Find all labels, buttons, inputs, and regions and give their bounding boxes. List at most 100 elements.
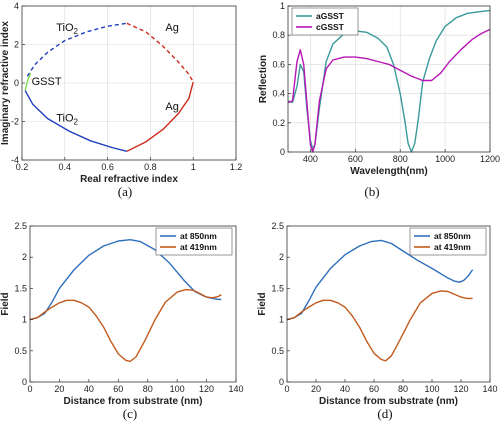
x-tick-label: 0.2 — [16, 162, 29, 172]
x-tick-label: 40 — [84, 384, 94, 394]
annotation-text: Ag — [165, 22, 178, 34]
axes-frame — [287, 5, 491, 153]
x-tick-label: 140 — [228, 384, 243, 394]
annotation-subscript: 2 — [74, 118, 79, 127]
x-tick-label: 1000 — [435, 154, 455, 164]
y-tick-label: 0.4 — [272, 89, 285, 99]
x-tick-label: 120 — [453, 384, 468, 394]
legend-entry: at 419nm — [434, 242, 471, 252]
x-tick-label: 60 — [369, 384, 379, 394]
y-tick-label: 0 — [279, 377, 284, 387]
caption-c: (c) — [123, 406, 137, 421]
series-line-0 — [286, 239, 474, 321]
x-axis-label: Distance from substrate (nm) — [64, 396, 203, 407]
x-tick-label: 100 — [424, 384, 439, 394]
x-tick-label: 80 — [143, 384, 153, 394]
x-tick-label: 80 — [398, 384, 408, 394]
y-axis-label: Field — [257, 292, 268, 315]
y-tick-label: 1.5 — [271, 283, 284, 293]
y-tick-label: 2.5 — [14, 221, 27, 231]
y-tick-label: 2 — [14, 40, 19, 50]
annotation-text: GSST — [32, 76, 62, 88]
legend-entry: at 850nm — [434, 231, 471, 241]
series-line-1 — [29, 288, 222, 363]
x-axis-label: Wavelength(nm) — [350, 166, 427, 177]
series-line-1 — [286, 290, 473, 362]
annotation-label: TiO2 — [56, 22, 78, 36]
x-tick-label: 20 — [54, 384, 64, 394]
x-tick-label: 60 — [113, 384, 123, 394]
x-tick-label: 1 — [191, 162, 196, 172]
y-tick-label: 2 — [22, 252, 27, 262]
y-tick-label: 2 — [279, 252, 284, 262]
series-line-0 — [26, 22, 128, 77]
y-tick-label: 2.5 — [271, 221, 284, 231]
y-tick-label: 4 — [14, 1, 19, 11]
y-tick-label: 0 — [14, 78, 19, 88]
y-tick-label: 0.2 — [272, 118, 285, 128]
y-axis-label: Field — [0, 292, 11, 315]
x-tick-label: 20 — [311, 384, 321, 394]
panel-c: 0 20 40 60 80 100 120 140 0 0.5 1 1.5 2 2.5 Distance f… — [0, 221, 244, 407]
annotation-label: GSST — [32, 76, 62, 88]
legend-entry: cGSST — [316, 22, 345, 32]
annotation-label: Ag — [165, 22, 178, 34]
y-tick-label: 1 — [279, 315, 284, 325]
series-line-1 — [126, 22, 194, 83]
y-tick-label: 0.6 — [272, 59, 285, 69]
x-axis-label: Distance from substrate (nm) — [319, 396, 458, 407]
x-tick-label: 100 — [170, 384, 185, 394]
caption-d: (d) — [377, 406, 392, 421]
annotation-text: Ag — [165, 101, 178, 113]
legend-entry: at 419nm — [180, 242, 217, 252]
y-tick-label: 0.8 — [272, 30, 285, 40]
annotation-label: TiO2 — [56, 113, 78, 127]
annotation-text: TiO — [56, 22, 74, 34]
y-axis-label: Reflection — [258, 55, 269, 103]
series-line-1 — [287, 28, 491, 153]
x-tick-label: 40 — [340, 384, 350, 394]
y-tick-label: 1 — [22, 315, 27, 325]
series-line-3 — [24, 90, 128, 152]
x-tick-label: 0.6 — [101, 162, 114, 172]
y-axis-label: Imaginary refractive index — [0, 21, 11, 145]
annotation-text: TiO — [56, 113, 74, 125]
y-tick-label: 0.5 — [14, 346, 27, 356]
caption-b: (b) — [364, 184, 379, 199]
series-line-2 — [24, 73, 32, 91]
axes-frame — [29, 225, 237, 383]
x-tick-label: 600 — [348, 154, 363, 164]
y-tick-label: -2 — [11, 117, 19, 127]
y-tick-label: 1 — [280, 1, 285, 11]
x-tick-label: 800 — [393, 154, 408, 164]
legend-entry: at 850nm — [180, 231, 217, 241]
legend-box — [409, 227, 487, 256]
x-tick-label: 400 — [303, 154, 318, 164]
y-tick-label: 0.5 — [271, 346, 284, 356]
x-tick-label: 140 — [482, 384, 497, 394]
x-tick-label: 0.8 — [144, 162, 157, 172]
x-tick-label: 1.2 — [230, 162, 243, 172]
panel-d: 0 20 40 60 80 100 120 140 0 0.5 1 1.5 2 2.5 Distance f… — [257, 221, 498, 407]
y-tick-label: 0 — [22, 377, 27, 387]
legend-entry: aGSST — [316, 11, 345, 21]
y-tick-label: -4 — [11, 155, 19, 165]
x-tick-label: 0.4 — [59, 162, 72, 172]
legend-box — [155, 227, 233, 256]
annotation-subscript: 2 — [74, 27, 79, 36]
axes-frame — [286, 225, 491, 383]
y-tick-label: 0 — [280, 147, 285, 157]
x-axis-label: Real refractive index — [80, 174, 178, 185]
legend-box — [291, 7, 359, 36]
x-tick-label: 120 — [199, 384, 214, 394]
y-tick-label: 1.5 — [14, 283, 27, 293]
x-tick-label: 1200 — [480, 154, 500, 164]
panel-b: 400 600 800 1000 1200 0 0.2 0.4 0.6 0.8 1 Wavelengt… — [258, 1, 500, 177]
x-tick-label: 0 — [284, 384, 289, 394]
annotation-label: Ag — [165, 101, 178, 113]
series-line-4 — [126, 81, 194, 152]
x-tick-label: 0 — [27, 384, 32, 394]
panel-a: 0.2 0.4 0.6 0.8 1 1.2 -4 -2 0 2 4 Real refractive i… — [0, 1, 242, 185]
caption-a: (a) — [118, 184, 132, 199]
